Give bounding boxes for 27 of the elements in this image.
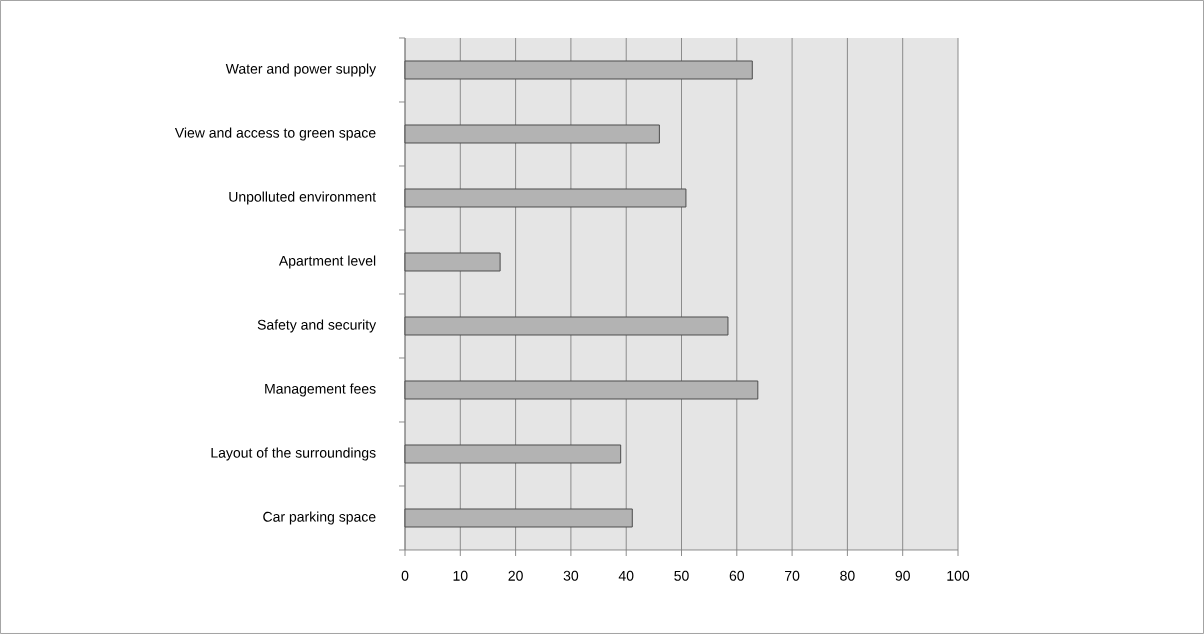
bar bbox=[404, 444, 622, 464]
x-tick-label: 0 bbox=[401, 570, 409, 581]
y-tick-label: Unpolluted environment bbox=[229, 191, 376, 205]
bar bbox=[404, 316, 729, 336]
y-tick-label: Water and power supply bbox=[225, 63, 377, 77]
y-tick-label: Car parking space bbox=[263, 511, 376, 525]
y-tick-label: Apartment level bbox=[278, 255, 376, 269]
bar bbox=[404, 60, 753, 80]
y-tick-label: Safety and security bbox=[257, 319, 377, 333]
x-tick-label: 50 bbox=[674, 570, 689, 581]
bar bbox=[404, 252, 501, 272]
x-tick-label: 70 bbox=[785, 570, 800, 581]
y-tick-label: View and access to green space bbox=[174, 127, 376, 141]
x-tick-label: 60 bbox=[729, 570, 745, 581]
y-tick-label: Layout of the surroundings bbox=[211, 447, 376, 461]
x-tick-label: 40 bbox=[618, 570, 634, 581]
x-tick-label: 30 bbox=[563, 570, 579, 581]
x-tick-label: 100 bbox=[947, 570, 970, 581]
x-tick-label: 90 bbox=[895, 570, 910, 581]
bar bbox=[404, 188, 687, 208]
x-tick-label: 20 bbox=[508, 570, 523, 581]
bar bbox=[404, 380, 759, 400]
bar bbox=[404, 124, 660, 144]
y-tick-label: Management fees bbox=[265, 383, 376, 397]
x-tick-label: 80 bbox=[840, 570, 855, 581]
bar bbox=[404, 508, 633, 528]
x-tick-label: 10 bbox=[453, 570, 468, 581]
